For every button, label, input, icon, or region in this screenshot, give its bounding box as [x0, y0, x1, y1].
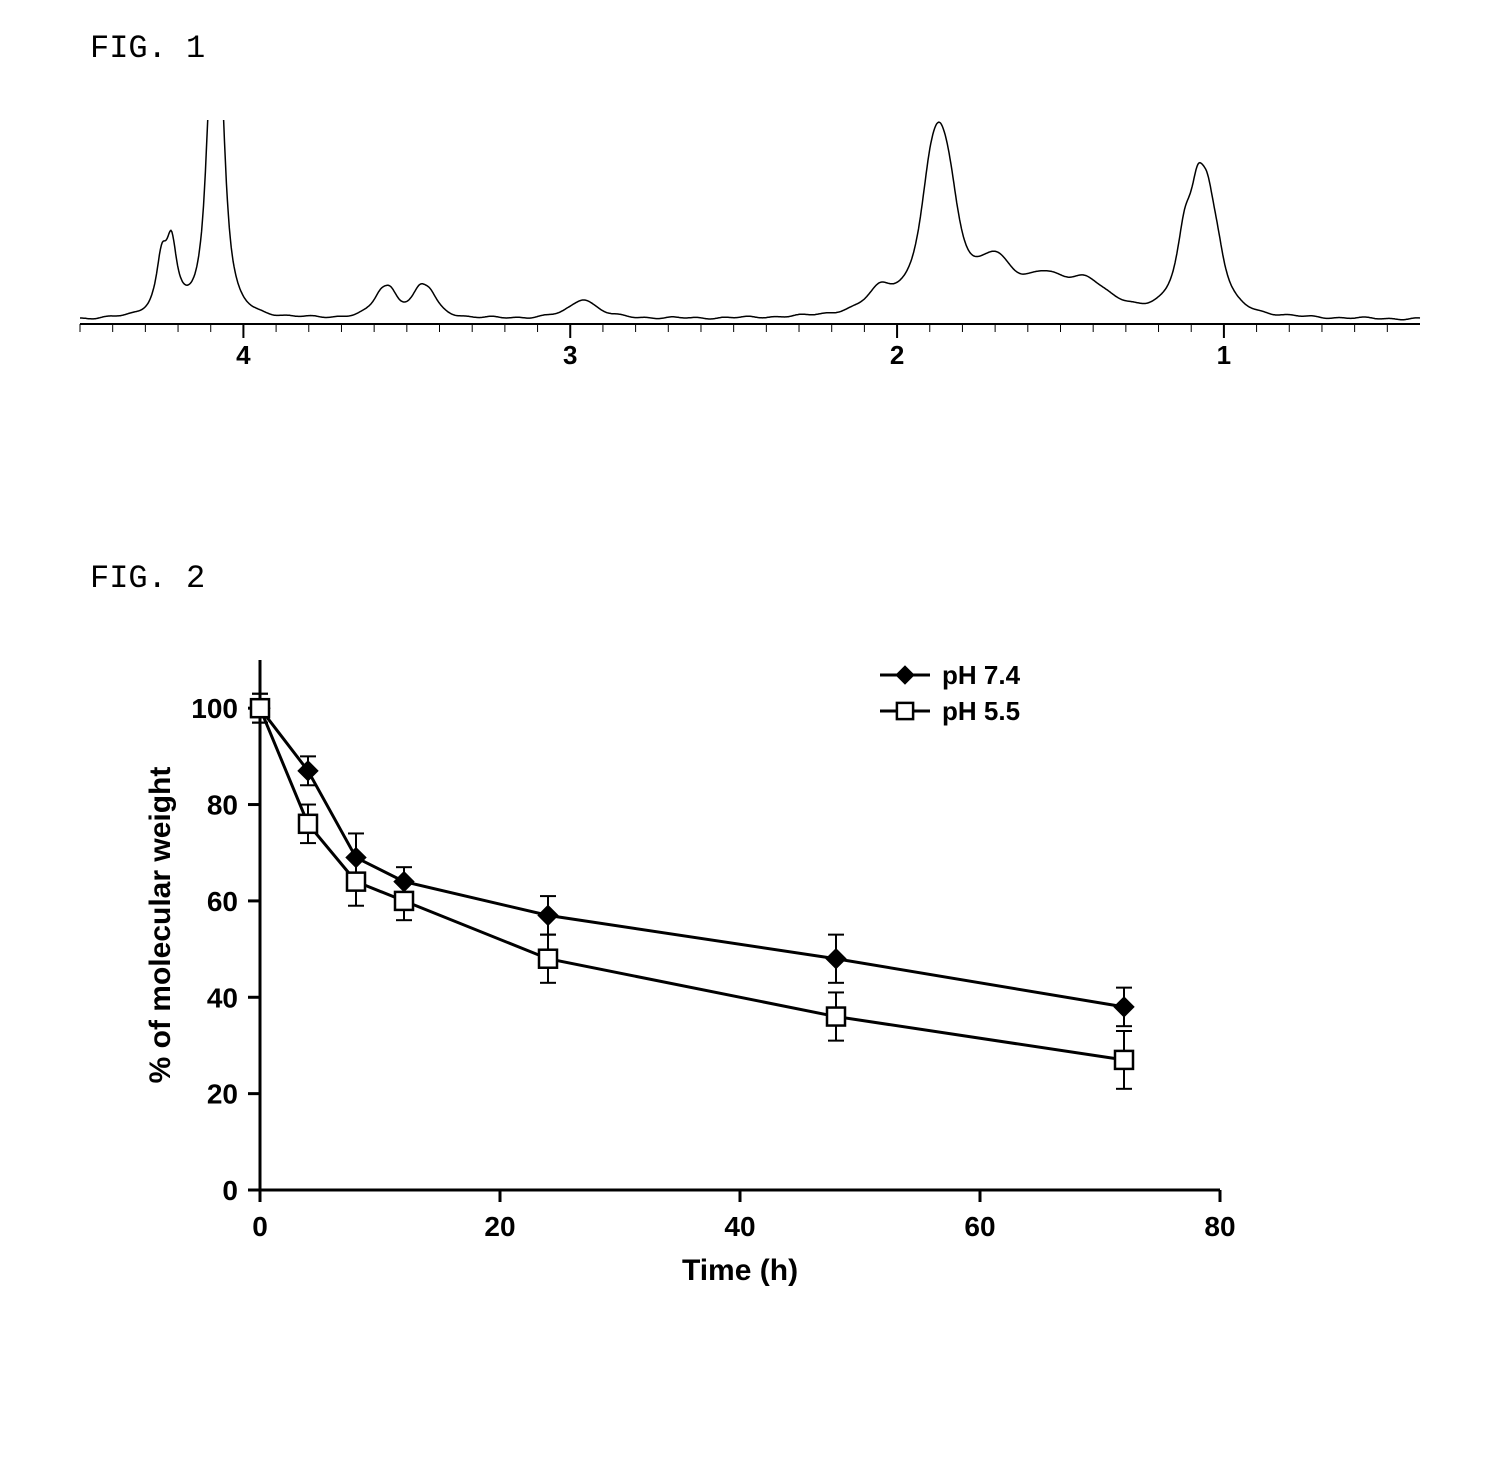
svg-text:40: 40 — [207, 982, 238, 1013]
svg-text:40: 40 — [724, 1211, 755, 1242]
svg-text:4: 4 — [236, 340, 251, 370]
svg-text:100: 100 — [191, 693, 238, 724]
svg-text:0: 0 — [252, 1211, 268, 1242]
svg-text:1: 1 — [1217, 340, 1231, 370]
svg-text:3: 3 — [563, 340, 577, 370]
svg-text:60: 60 — [207, 886, 238, 917]
svg-text:pH 7.4: pH 7.4 — [942, 660, 1021, 690]
svg-text:% of molecular weight: % of molecular weight — [144, 767, 177, 1084]
svg-text:Time (h): Time (h) — [682, 1254, 798, 1287]
fig2-line-chart: 0 20 40 60 80 100 0 20 40 60 80 % of molecular weig… — [120, 640, 1280, 1340]
svg-text:80: 80 — [207, 790, 238, 821]
fig1-label: FIG. 1 — [90, 30, 205, 67]
svg-text:80: 80 — [1204, 1211, 1235, 1242]
svg-text:2: 2 — [890, 340, 904, 370]
svg-text:20: 20 — [207, 1079, 238, 1110]
svg-text:pH 5.5: pH 5.5 — [942, 696, 1020, 726]
svg-text:0: 0 — [222, 1175, 238, 1206]
svg-text:60: 60 — [964, 1211, 995, 1242]
svg-text:20: 20 — [484, 1211, 515, 1242]
fig1-nmr-chart: 1 2 3 4 — [70, 120, 1430, 380]
fig2-label: FIG. 2 — [90, 560, 205, 597]
